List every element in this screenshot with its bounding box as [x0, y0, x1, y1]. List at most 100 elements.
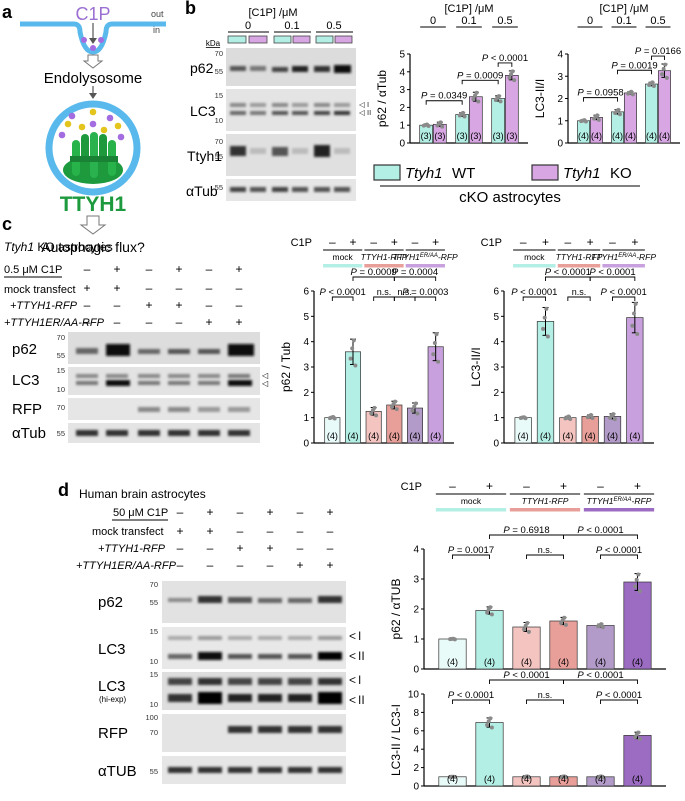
data-point: [485, 723, 490, 728]
data-point: [415, 411, 420, 416]
c1p-sign: +: [587, 235, 594, 249]
data-point: [661, 66, 666, 71]
stat-label: P < 0.0001: [482, 53, 528, 64]
data-point: [412, 404, 417, 409]
bar: [512, 626, 541, 670]
stat-bracket: [522, 296, 546, 301]
n-label: (4): [612, 131, 623, 141]
sign-cell: +: [326, 558, 333, 572]
data-point: [460, 110, 465, 115]
n-label: (4): [484, 657, 495, 667]
stat-label: P < 0.0001: [503, 670, 549, 681]
data-point: [562, 615, 567, 620]
data-point: [489, 725, 494, 730]
n-label: (4): [562, 431, 573, 441]
sign-cell: +: [206, 524, 213, 538]
bar: [438, 638, 467, 670]
stat-label: P = 0.0166: [635, 46, 681, 57]
stat-label: P < 0.0001: [577, 670, 623, 681]
c1p-sign: –: [449, 479, 456, 493]
stat-label: P < 0.0001: [511, 287, 557, 298]
group-color-bar: [513, 264, 556, 268]
data-point: [617, 112, 622, 117]
sign-cell: +: [176, 524, 183, 538]
stat-bracket: [526, 699, 564, 704]
stat-label: P = 0.0004: [392, 267, 438, 278]
y-tick-label: 4: [413, 745, 419, 756]
stat-bracket: [452, 699, 490, 704]
data-point: [636, 572, 641, 577]
y-tick-label: 2: [303, 388, 309, 399]
svg-text:55: 55: [215, 67, 223, 76]
data-point: [612, 417, 617, 422]
y-tick-label: 0: [557, 139, 563, 150]
c1p-label: C1P: [75, 4, 110, 24]
n-label: (3): [493, 131, 504, 141]
group-color-bar: [405, 264, 445, 268]
svg-text:II: II: [358, 693, 365, 707]
d-blot-label-rfp: RFP: [98, 725, 128, 742]
n-label: (4): [410, 431, 421, 441]
y-tick-label: 4: [399, 67, 405, 78]
n-label: (4): [632, 774, 643, 784]
sign-cell: –: [206, 281, 213, 295]
sign-cell: +: [326, 505, 333, 519]
blot-label-ttyh1: Ttyh1: [187, 148, 222, 164]
sign-cell: –: [146, 315, 153, 329]
data-point: [350, 346, 355, 351]
data-point: [526, 775, 531, 780]
stat-bracket: [526, 554, 564, 559]
sign-cell: +: [175, 298, 182, 312]
d-sign-table: – + – + – + + + – – – – – – + + – – – – – – + +: [176, 505, 333, 572]
stat-label: P < 0.0001: [320, 287, 366, 298]
n-label: (4): [558, 774, 569, 784]
stat-bracket: [600, 554, 638, 559]
kda-label: kDa: [206, 39, 221, 48]
y-axis-label: LC3-II/I: [533, 79, 547, 118]
c-blot-label-p62: p62: [12, 341, 37, 358]
group-label: 0.1: [461, 15, 476, 27]
sign-cell: +: [206, 505, 213, 519]
blot-b-lc3: [226, 89, 356, 131]
data-point: [634, 577, 639, 582]
y-tick-label: 2: [413, 605, 419, 616]
panel-b: b [C1P] /μM 0 0.1 0.5 kDa: [185, 0, 353, 48]
svg-text:70: 70: [150, 728, 158, 737]
sign-cell: –: [207, 541, 214, 555]
y-tick-label: 0: [303, 439, 309, 450]
y-tick-label: 0: [399, 139, 405, 150]
svg-text:55: 55: [150, 767, 158, 776]
data-point: [512, 78, 517, 83]
autophagic-flux-label: Autophagic flux?: [41, 239, 145, 255]
sign-cell: –: [327, 541, 334, 555]
n-label: (4): [646, 131, 657, 141]
c-c1p-row-label: 0.5 μM C1P: [4, 264, 62, 276]
n-label: (4): [632, 657, 643, 667]
stat-label: P = 0.0017: [448, 545, 494, 556]
y-tick-label: 10: [408, 690, 420, 701]
data-point: [600, 775, 605, 780]
stat-bracket: [563, 679, 638, 684]
c1p-sign: +: [634, 479, 641, 493]
sign-cell: –: [114, 298, 121, 312]
data-point: [595, 113, 600, 118]
legend-wt-label: WT: [452, 165, 475, 182]
bar: [626, 317, 644, 444]
stat-label: P = 0.6918: [503, 525, 549, 536]
blot-label-atub: αTub: [186, 183, 218, 199]
y-tick-label: 0: [413, 782, 419, 793]
stat-label: P = 0.0003: [402, 287, 448, 298]
group-label: TTYH1-RFP: [361, 252, 408, 262]
stat-bracket: [600, 699, 638, 704]
sign-cell: –: [176, 315, 183, 329]
conc-0: 0: [245, 20, 251, 32]
svg-text:<: <: [349, 693, 356, 707]
data-point: [369, 411, 374, 416]
data-point: [563, 622, 568, 627]
data-point: [600, 625, 605, 630]
panel-d-letter: d: [58, 480, 69, 500]
d-blot-label-p62: p62: [98, 594, 123, 611]
stat-bracket: [461, 79, 499, 85]
